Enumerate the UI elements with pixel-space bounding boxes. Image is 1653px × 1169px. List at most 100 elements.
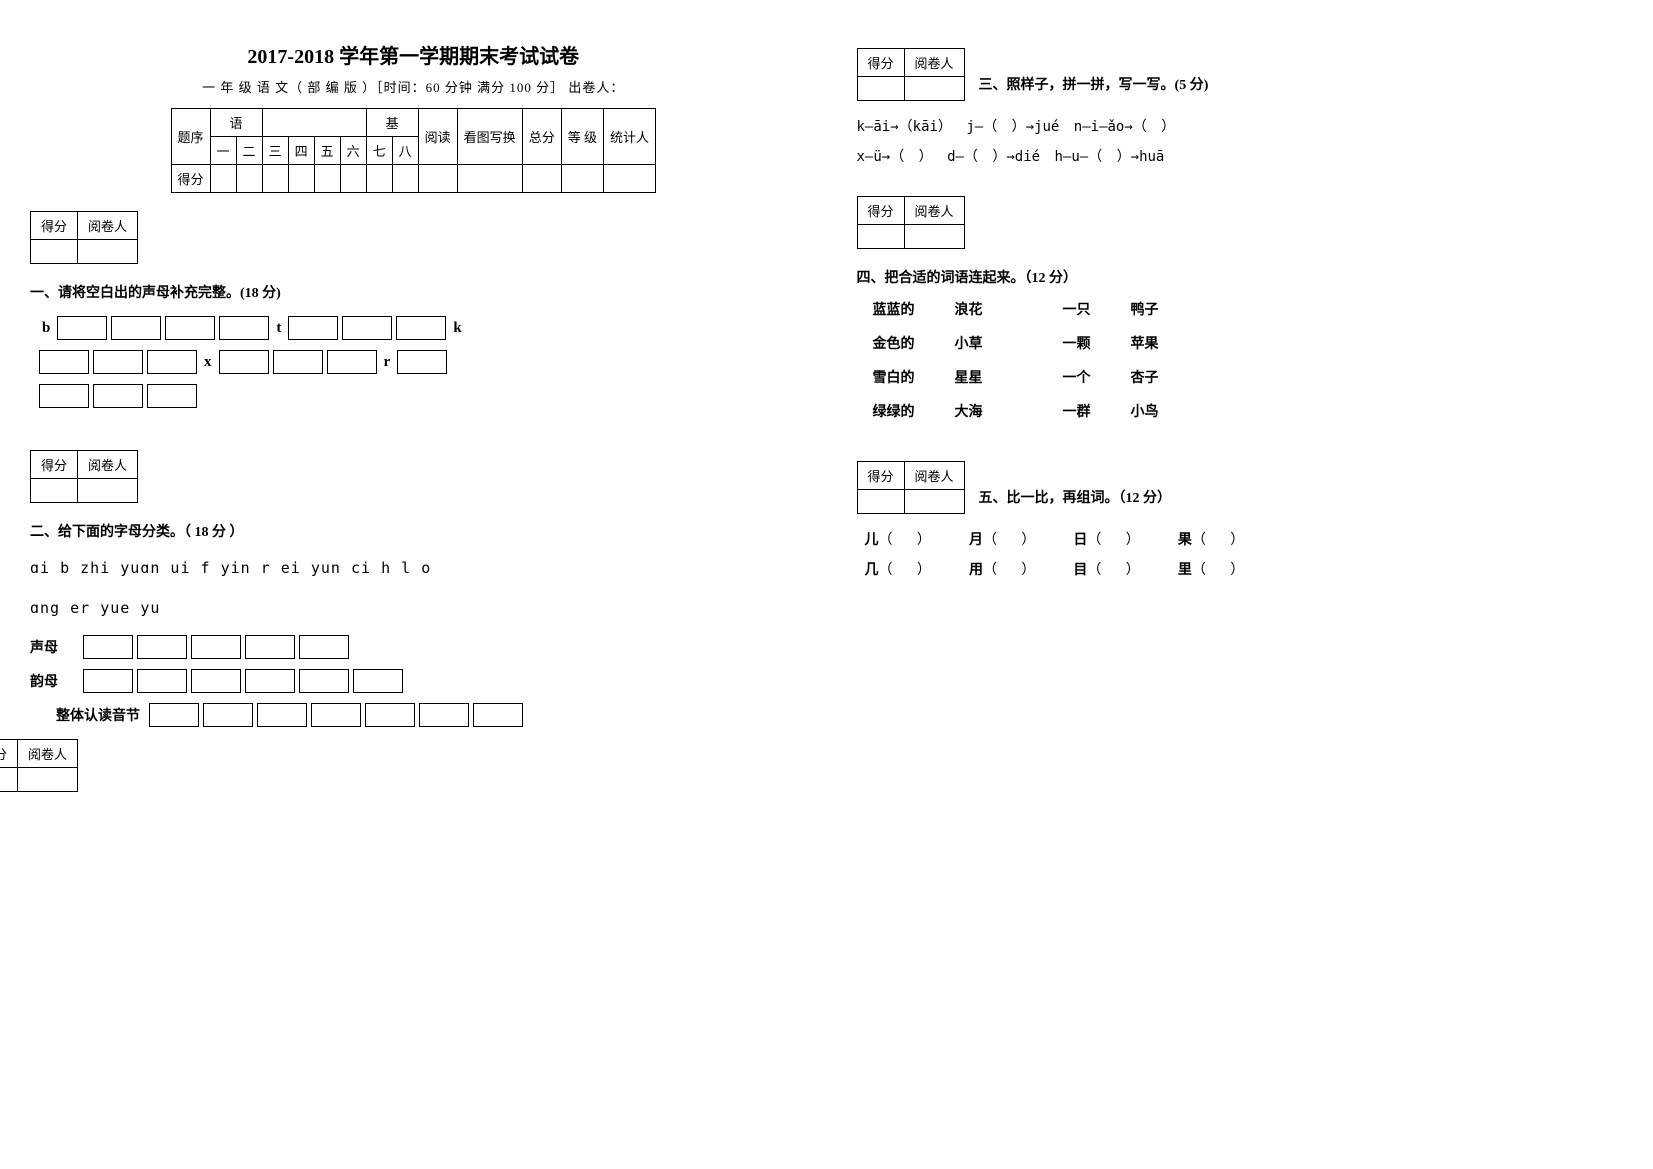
blank xyxy=(39,350,89,374)
paren: （ ） xyxy=(983,562,1043,578)
cell xyxy=(561,165,603,193)
cell xyxy=(603,165,655,193)
blank xyxy=(299,635,349,659)
paren: （ ） xyxy=(1192,532,1252,548)
blank xyxy=(257,703,307,727)
cell: 题序 xyxy=(171,109,210,165)
score-box-q4: 得分阅卷人 xyxy=(857,196,965,249)
cell: 得分 xyxy=(857,49,904,77)
paren: （ ） xyxy=(879,562,939,578)
blank xyxy=(245,669,295,693)
cell xyxy=(314,165,340,193)
cell: 阅卷人 xyxy=(78,451,138,479)
q4-heading: 四、把合适的词语连起来。（12 分） xyxy=(857,267,1624,287)
q3-line2: x—ü→（ ） d—（ ）→dié h—u—（ ）→huā xyxy=(857,146,1624,166)
q1-content: b t k x r xyxy=(38,314,797,410)
blank xyxy=(93,350,143,374)
blank xyxy=(203,703,253,727)
q1-letter-r: r xyxy=(384,354,391,371)
paren: （ ） xyxy=(983,532,1043,548)
blank xyxy=(111,316,161,340)
q5-heading: 五、比一比，再组词。（12 分） xyxy=(979,487,1172,507)
q3-line1: k—āi→（kāi） j—（ ）→jué n—i—ǎo→（ ） xyxy=(857,116,1624,136)
q4-item: 绿绿的 xyxy=(873,401,915,421)
cell: 四 xyxy=(288,137,314,165)
cell: 二 xyxy=(236,137,262,165)
score-box-q3: 得分阅卷人 xyxy=(857,48,965,101)
score-box-q5: 得分阅卷人 xyxy=(857,461,965,514)
blank xyxy=(311,703,361,727)
cell xyxy=(904,225,964,249)
cell: 七 xyxy=(366,137,392,165)
blank xyxy=(219,316,269,340)
q4-item: 杏子 xyxy=(1131,367,1159,387)
q2-letters2: ɑng er yue yu xyxy=(30,593,797,623)
q5-char: 果 xyxy=(1178,533,1192,548)
cell: 看图写换 xyxy=(457,109,522,165)
q3-heading: 三、照样子，拼一拼，写一写。(5 分) xyxy=(979,74,1209,94)
cell xyxy=(31,479,78,503)
blank xyxy=(327,350,377,374)
q1-heading: 一、请将空白出的声母补充完整。(18 分) xyxy=(30,282,797,302)
paren: （ ） xyxy=(879,532,939,548)
cell: 得分 xyxy=(31,451,78,479)
q4-content: 蓝蓝的 金色的 雪白的 绿绿的 浪花 小草 星星 大海 一只 一颗 一个 一群 … xyxy=(873,299,1624,421)
cell xyxy=(457,165,522,193)
q4-item: 浪花 xyxy=(955,299,983,319)
blank xyxy=(245,635,295,659)
q4-item: 蓝蓝的 xyxy=(873,299,915,319)
q4-item: 小鸟 xyxy=(1131,401,1159,421)
blank xyxy=(57,316,107,340)
q4-item: 鸭子 xyxy=(1131,299,1159,319)
q2-label-sm: 声母 xyxy=(30,637,74,657)
cell: 一 xyxy=(210,137,236,165)
blank xyxy=(147,384,197,408)
q5-char: 目 xyxy=(1073,563,1087,578)
q5-char: 用 xyxy=(969,563,983,578)
score-box-bottom: 得分阅卷人 xyxy=(0,739,78,792)
q4-item: 一只 xyxy=(1063,299,1091,319)
cell: 六 xyxy=(340,137,366,165)
exam-subtitle: 一 年 级 语 文（ 部 编 版 ）［时间：60 分钟 满分 100 分］ 出卷… xyxy=(30,77,797,96)
cell xyxy=(857,490,904,514)
cell: 得分 xyxy=(0,740,18,768)
blank xyxy=(473,703,523,727)
blank xyxy=(191,669,241,693)
exam-title: 2017-2018 学年第一学期期末考试试卷 xyxy=(30,40,797,69)
cell xyxy=(78,479,138,503)
blank xyxy=(365,703,415,727)
q4-item: 大海 xyxy=(955,401,983,421)
q2-label-zt: 整体认读音节 xyxy=(30,705,140,725)
cell xyxy=(31,240,78,264)
main-score-table: 题序 语 基 阅读 看图写换 总分 等 级 统计人 一 二 三 四 五 六 七 … xyxy=(171,108,656,193)
blank xyxy=(149,703,199,727)
cell: 得分 xyxy=(31,212,78,240)
q1-letter-t: t xyxy=(276,320,281,337)
cell xyxy=(904,490,964,514)
cell xyxy=(904,77,964,101)
blank xyxy=(288,316,338,340)
q5-char: 月 xyxy=(969,533,983,548)
cell xyxy=(392,165,418,193)
q5-char: 日 xyxy=(1073,533,1087,548)
q1-letter-k: k xyxy=(453,320,461,337)
q1-letter-b: b xyxy=(42,320,50,337)
cell: 阅读 xyxy=(418,109,457,165)
paren: （ ） xyxy=(1087,562,1147,578)
cell xyxy=(236,165,262,193)
blank xyxy=(299,669,349,693)
cell xyxy=(0,768,18,792)
cell xyxy=(340,165,366,193)
cell: 得分 xyxy=(171,165,210,193)
cell xyxy=(857,77,904,101)
cell: 阅卷人 xyxy=(78,212,138,240)
q4-item: 金色的 xyxy=(873,333,915,353)
blank xyxy=(137,669,187,693)
cell: 统计人 xyxy=(603,109,655,165)
cell xyxy=(522,165,561,193)
cell xyxy=(288,165,314,193)
cell xyxy=(262,109,366,137)
cell: 总分 xyxy=(522,109,561,165)
cell: 得分 xyxy=(857,197,904,225)
blank xyxy=(83,669,133,693)
